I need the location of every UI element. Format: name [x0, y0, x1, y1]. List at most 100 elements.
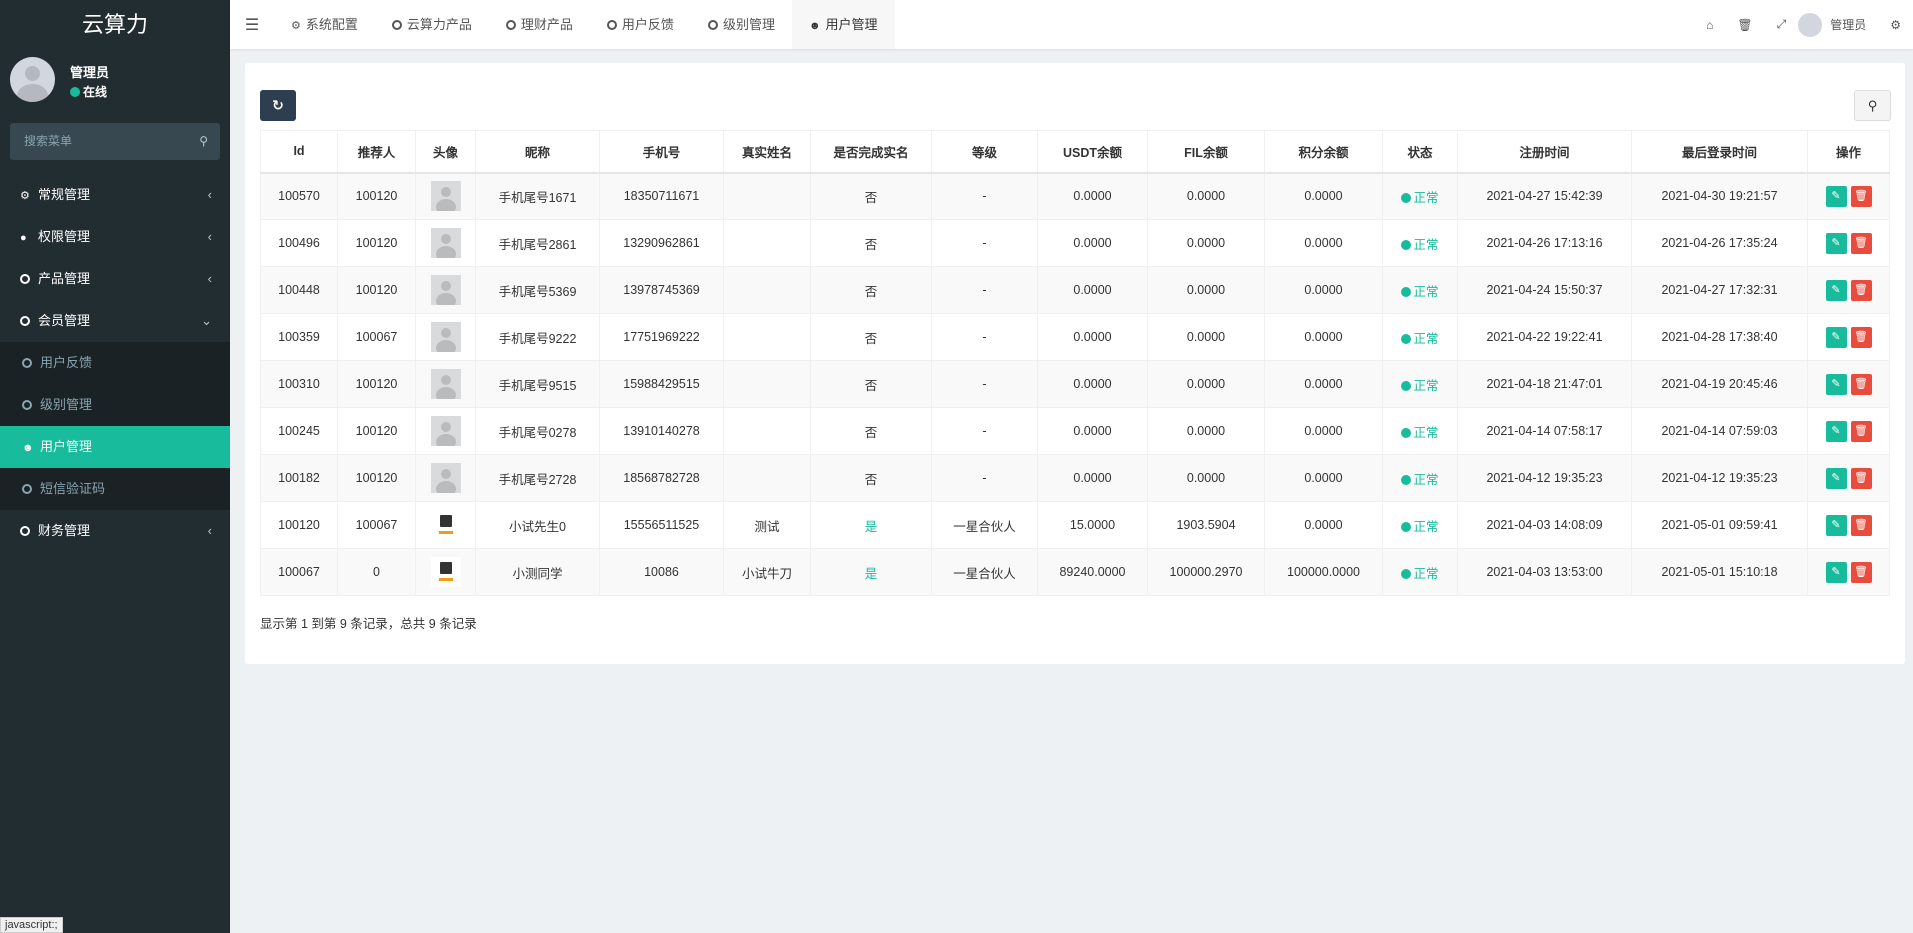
delete-button[interactable]: 🗑 — [1850, 420, 1872, 442]
status-text: 正常 — [1413, 237, 1439, 252]
trash-icon[interactable]: 🗑 — [1737, 17, 1753, 32]
settings-icon[interactable]: ⚙ — [1890, 17, 1901, 32]
menu-toggle-icon[interactable]: ☰ — [244, 16, 260, 34]
cell-4: 10086 — [599, 548, 724, 596]
cell-9: 0.0000 — [1147, 407, 1265, 455]
column-header[interactable]: 推荐人 — [337, 130, 416, 174]
sidebar-menu: ⚙ 常规管理 ‹ ● 权限管理 ‹ 产品管理 ‹ 会员管理 ⌄ 用户反馈 级别管理 ☻ 用户管… — [0, 174, 230, 552]
column-header[interactable]: 昵称 — [475, 130, 600, 174]
search-icon: ⚲ — [1867, 98, 1878, 113]
tab-feedback[interactable]: 用户反馈 — [590, 0, 691, 49]
delete-button[interactable]: 🗑 — [1850, 373, 1872, 395]
sidebar-item-feedback[interactable]: 用户反馈 — [0, 342, 230, 384]
avatar-thumbnail[interactable] — [430, 510, 461, 540]
cell-1: 100120 — [337, 407, 416, 455]
header-user-name[interactable]: 管理员 — [1830, 18, 1867, 32]
row-actions: ✎ 🗑 — [1807, 313, 1890, 361]
row-actions: ✎ 🗑 — [1807, 454, 1890, 502]
tab-cloud-products[interactable]: 云算力产品 — [375, 0, 489, 49]
column-header[interactable]: 手机号 — [599, 130, 724, 174]
cell-10: 0.0000 — [1264, 454, 1383, 502]
sidebar-item-permissions[interactable]: ● 权限管理 ‹ — [0, 216, 230, 258]
cell-2 — [415, 219, 476, 267]
delete-button[interactable]: 🗑 — [1850, 514, 1872, 536]
cell-10: 0.0000 — [1264, 219, 1383, 267]
column-header[interactable]: 是否完成实名 — [810, 130, 932, 174]
delete-button[interactable]: 🗑 — [1850, 185, 1872, 207]
avatar-thumbnail[interactable] — [430, 463, 461, 493]
edit-button[interactable]: ✎ — [1825, 326, 1847, 348]
column-header[interactable]: 积分余额 — [1264, 130, 1383, 174]
cell-1: 100120 — [337, 172, 416, 220]
cell-10: 0.0000 — [1264, 172, 1383, 220]
chevron-left-icon: ‹ — [207, 229, 212, 244]
edit-button[interactable]: ✎ — [1825, 514, 1847, 536]
sidebar-item-levels[interactable]: 级别管理 — [0, 384, 230, 426]
column-header[interactable]: 真实姓名 — [723, 130, 811, 174]
delete-button[interactable]: 🗑 — [1850, 232, 1872, 254]
column-header[interactable]: 操作 — [1807, 130, 1890, 174]
column-header[interactable]: 最后登录时间 — [1631, 130, 1808, 174]
avatar-thumbnail[interactable] — [430, 275, 461, 305]
search-icon[interactable]: ⚲ — [199, 134, 208, 148]
menu-search-input[interactable]: 搜索菜单 ⚲ — [10, 123, 220, 160]
delete-button[interactable]: 🗑 — [1850, 561, 1872, 583]
cell-3: 小试先生0 — [475, 501, 600, 549]
cell-13: 2021-05-01 15:10:18 — [1631, 548, 1808, 596]
avatar-thumbnail[interactable] — [430, 322, 461, 352]
sidebar-item-finance[interactable]: 财务管理 ‹ — [0, 510, 230, 552]
sidebar-item-sms[interactable]: 短信验证码 — [0, 468, 230, 510]
tab-finance-products[interactable]: 理财产品 — [489, 0, 590, 49]
column-header[interactable]: Id — [260, 130, 338, 174]
edit-button[interactable]: ✎ — [1825, 279, 1847, 301]
table-row: 100448 100120 手机尾号5369 13978745369 否 -0.0000 0… — [260, 266, 1890, 314]
search-placeholder: 搜索菜单 — [24, 134, 73, 148]
edit-button[interactable]: ✎ — [1825, 561, 1847, 583]
column-header[interactable]: 注册时间 — [1457, 130, 1632, 174]
cell-6: 否 — [810, 407, 932, 455]
app-logo[interactable]: 云算力 — [0, 0, 230, 49]
edit-button[interactable]: ✎ — [1825, 185, 1847, 207]
search-toggle-button[interactable]: ⚲ — [1854, 90, 1891, 121]
cell-3: 手机尾号9222 — [475, 313, 600, 361]
cell-8: 0.0000 — [1037, 219, 1148, 267]
column-header[interactable]: USDT余额 — [1037, 130, 1148, 174]
avatar-thumbnail[interactable] — [430, 557, 461, 587]
sidebar-item-general[interactable]: ⚙ 常规管理 ‹ — [0, 174, 230, 216]
edit-button[interactable]: ✎ — [1825, 232, 1847, 254]
cell-2 — [415, 313, 476, 361]
status-dot-icon — [1401, 474, 1412, 485]
delete-button[interactable]: 🗑 — [1850, 279, 1872, 301]
cell-5 — [723, 454, 811, 502]
avatar-thumbnail[interactable] — [430, 416, 461, 446]
column-header[interactable]: 状态 — [1382, 130, 1458, 174]
sidebar-item-products[interactable]: 产品管理 ‹ — [0, 258, 230, 300]
column-header[interactable]: FIL余额 — [1147, 130, 1265, 174]
delete-button[interactable]: 🗑 — [1850, 326, 1872, 348]
avatar-thumbnail[interactable] — [430, 181, 461, 212]
cell-11: 正常 — [1382, 454, 1458, 502]
cell-8: 0.0000 — [1037, 172, 1148, 220]
tab-users[interactable]: ☻ 用户管理 — [791, 0, 895, 49]
edit-button[interactable]: ✎ — [1825, 467, 1847, 489]
tab-levels[interactable]: 级别管理 — [691, 0, 792, 49]
sidebar-item-members[interactable]: 会员管理 ⌄ — [0, 300, 230, 342]
avatar-thumbnail[interactable] — [430, 228, 461, 258]
sidebar-item-users[interactable]: ☻ 用户管理 — [0, 426, 230, 468]
home-icon[interactable]: ⌂ — [1706, 17, 1714, 32]
column-header[interactable]: 头像 — [415, 130, 476, 174]
delete-button[interactable]: 🗑 — [1850, 467, 1872, 489]
edit-button[interactable]: ✎ — [1825, 373, 1847, 395]
column-header[interactable]: 等级 — [931, 130, 1038, 174]
cell-0: 100359 — [260, 313, 338, 361]
fullscreen-icon[interactable]: ⤢ — [1776, 17, 1787, 31]
tab-system-config[interactable]: ⚙ 系统配置 — [274, 0, 375, 49]
refresh-button[interactable]: ↻ — [260, 90, 296, 121]
header-avatar[interactable] — [1798, 12, 1823, 37]
row-actions: ✎ 🗑 — [1807, 266, 1890, 314]
circle-icon — [391, 20, 402, 32]
edit-button[interactable]: ✎ — [1825, 420, 1847, 442]
label: 级别管理 — [40, 397, 93, 412]
avatar-thumbnail[interactable] — [430, 369, 461, 399]
cell-10: 0.0000 — [1264, 407, 1383, 455]
